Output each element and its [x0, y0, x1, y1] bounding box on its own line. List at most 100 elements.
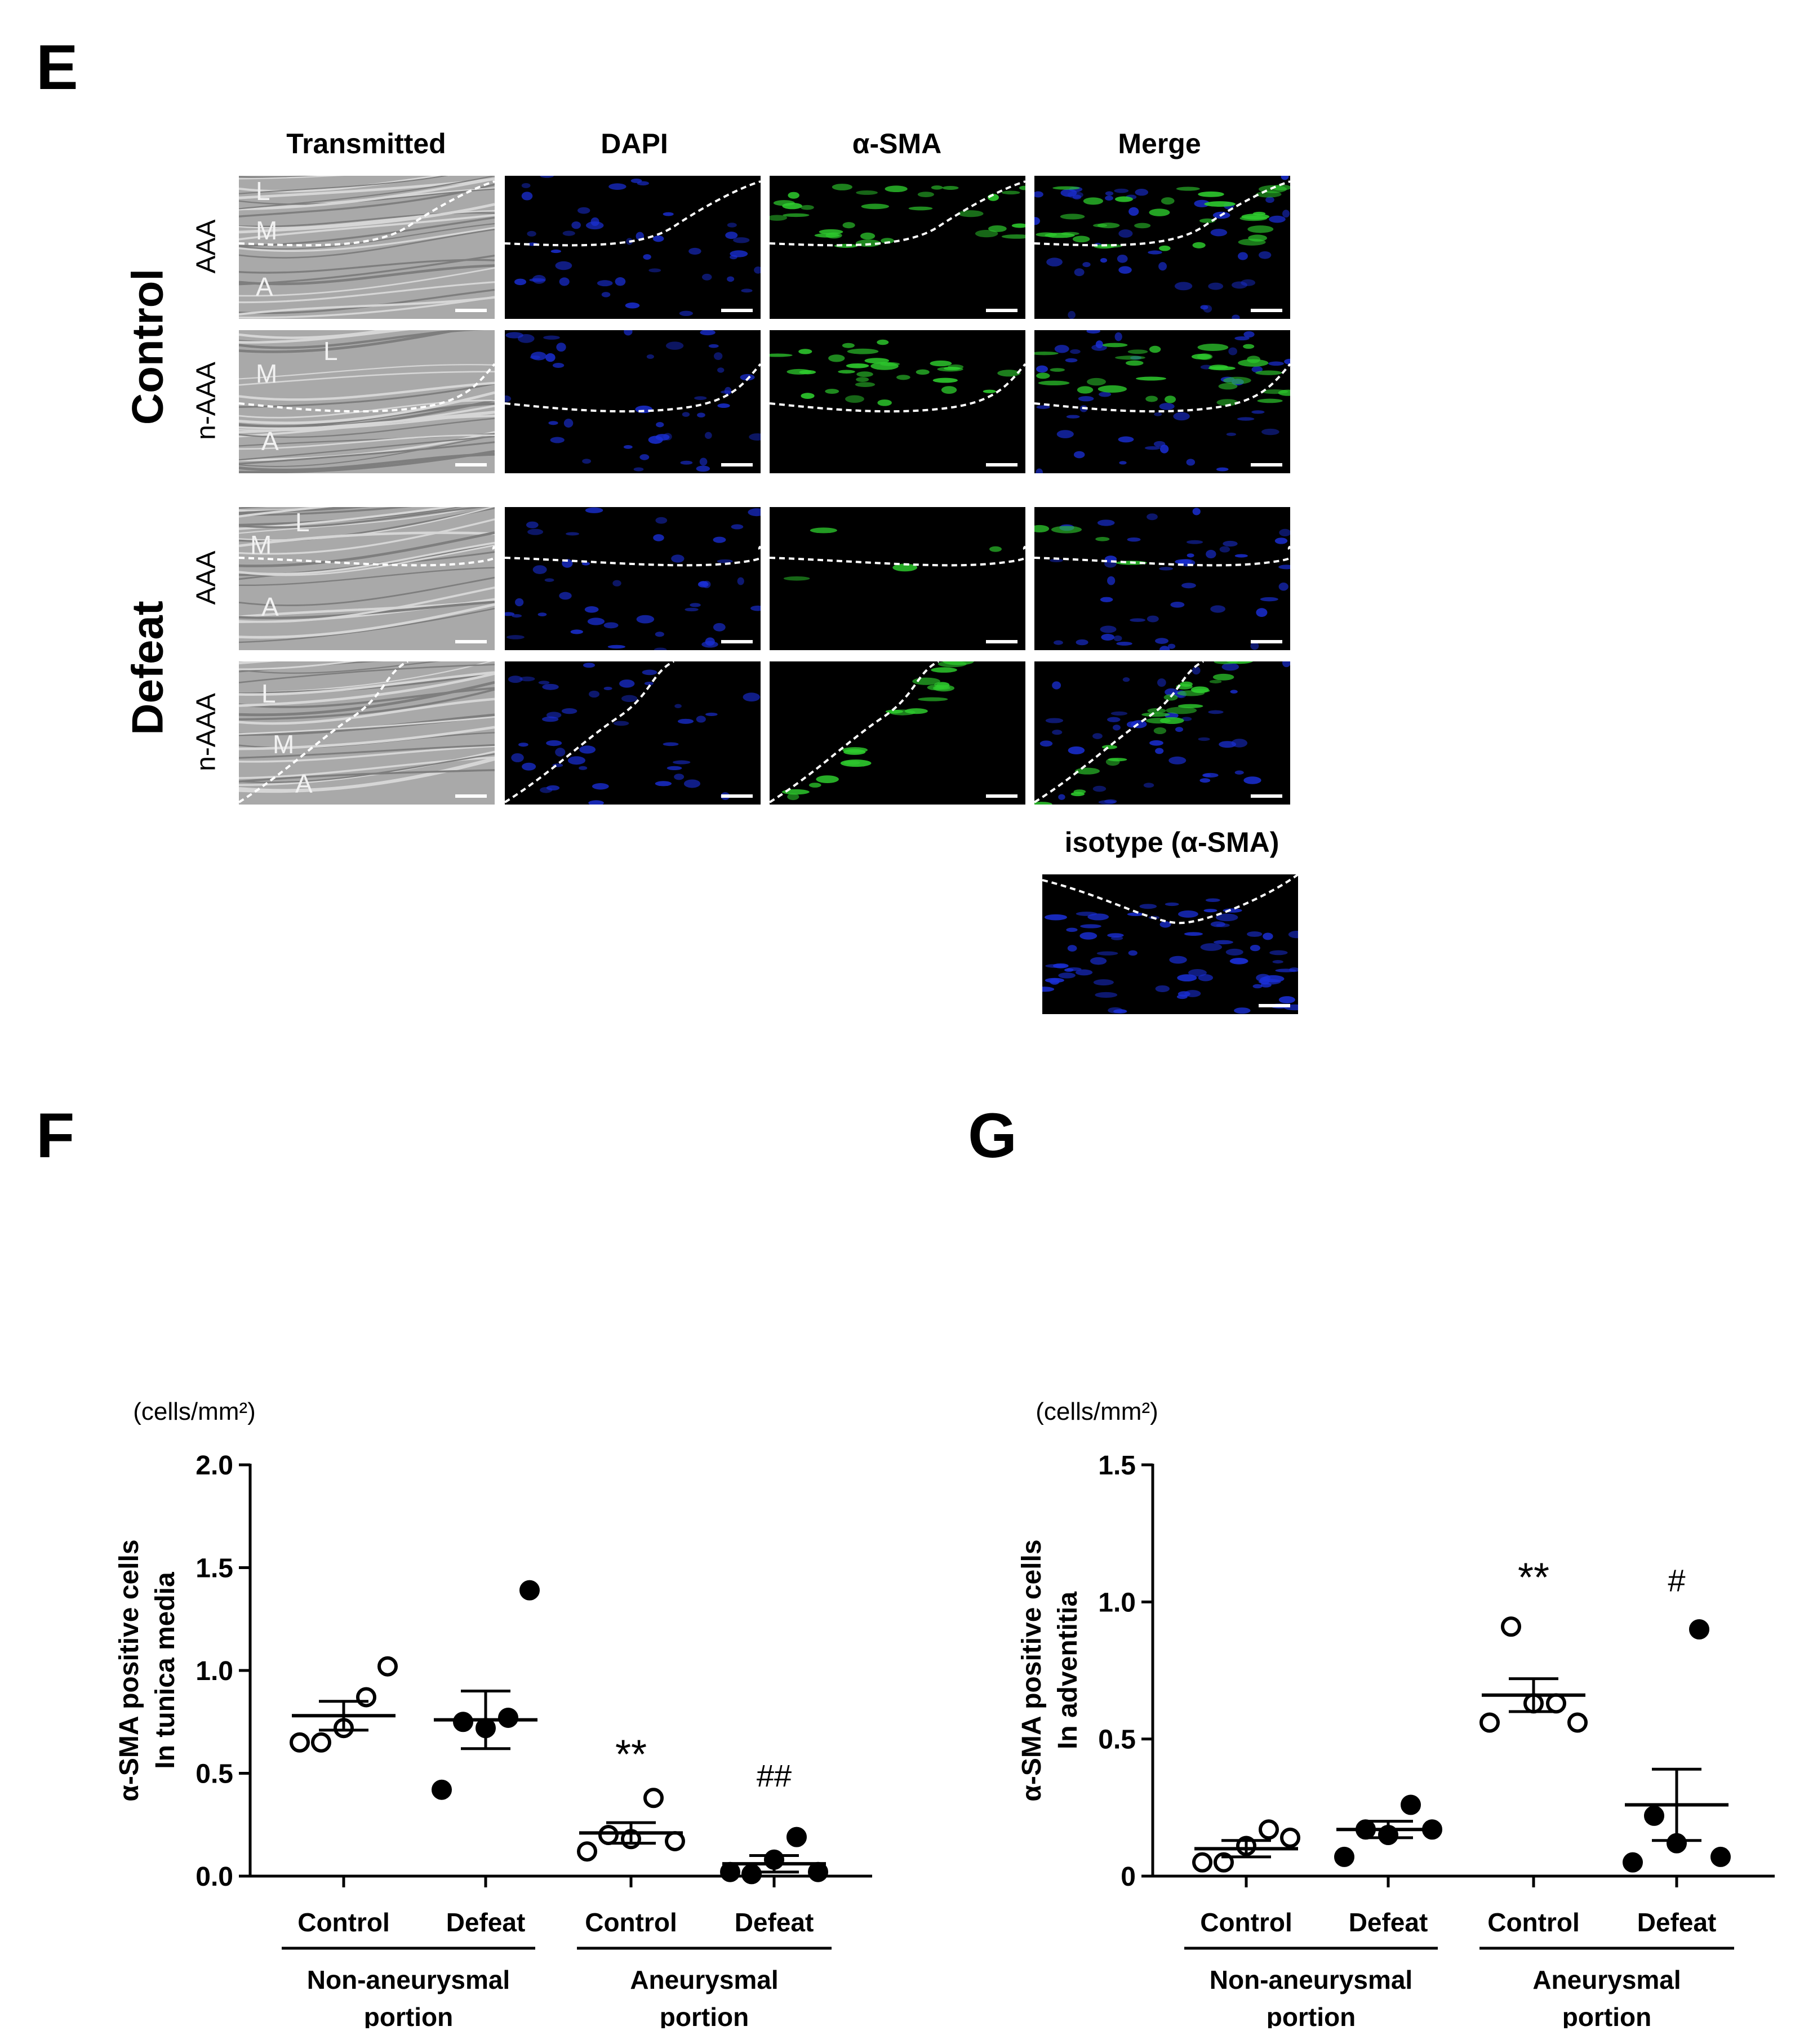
data-point — [311, 1732, 331, 1753]
layer-letter: L — [261, 679, 276, 708]
data-point — [1334, 1846, 1354, 1867]
data-point — [1192, 1852, 1212, 1873]
unit-label: (cells/mm²) — [1036, 1398, 1158, 1425]
micrograph-tile — [1034, 661, 1290, 805]
scale-bar — [986, 794, 1017, 798]
micrograph-tile — [505, 661, 761, 805]
data-point — [290, 1732, 310, 1753]
data-point — [1501, 1616, 1521, 1637]
significance-annotation: ** — [615, 1732, 647, 1777]
layer-letter: L — [323, 336, 338, 366]
y-tick-label: 1.0 — [195, 1656, 233, 1686]
isotype-micrograph — [1042, 874, 1298, 1014]
micrograph-tile — [770, 507, 1025, 650]
data-point — [1567, 1712, 1588, 1733]
row-label-defeat-naaa: n-AAA — [191, 693, 221, 771]
layer-letter: L — [256, 176, 270, 206]
layer-letter: A — [261, 592, 279, 621]
significance-annotation: ** — [1518, 1555, 1549, 1600]
y-tick-label: 1.5 — [195, 1554, 233, 1584]
data-point — [1689, 1619, 1709, 1639]
scale-bar — [1251, 794, 1282, 798]
micrograph-tile — [1034, 330, 1290, 473]
group-label: portion — [1562, 2002, 1651, 2028]
layer-letter: M — [273, 730, 295, 759]
data-point — [1479, 1712, 1500, 1733]
micrograph-tile — [1034, 507, 1290, 650]
scale-bar — [1259, 1004, 1290, 1007]
data-point — [643, 1788, 664, 1809]
x-tick-label: Defeat — [735, 1908, 814, 1937]
group-label: Aneurysmal — [630, 1965, 778, 1994]
scale-bar — [721, 463, 753, 466]
x-tick-label: Defeat — [1349, 1908, 1428, 1937]
micrograph-tile — [770, 330, 1025, 473]
row-label-control-aaa: AAA — [191, 219, 221, 274]
layer-letter: M — [250, 530, 272, 559]
y-tick-label: 0.5 — [1098, 1725, 1136, 1755]
data-point — [741, 1864, 762, 1885]
micrograph-tile — [505, 507, 761, 650]
data-point — [453, 1712, 473, 1732]
scale-bar — [986, 640, 1017, 643]
micrograph-tile — [1034, 176, 1290, 319]
layer-letter: L — [295, 508, 310, 537]
chart-g: (cells/mm²) 0 0.5 1.0 1.5 Control Defeat Contro… — [1017, 1398, 1775, 2028]
micrograph-tile — [505, 330, 761, 473]
y-tick-label: 0.0 — [195, 1862, 233, 1892]
scale-bar — [455, 309, 487, 312]
y-axis-title-line: α-SMA positive cells — [1017, 1539, 1047, 1801]
group-label: Non-aneurysmal — [1210, 1965, 1412, 1994]
data-point — [1280, 1827, 1300, 1848]
data-point — [498, 1707, 518, 1728]
scale-bar — [721, 309, 753, 312]
x-tick-label: Defeat — [1637, 1908, 1717, 1937]
scale-bar — [1251, 309, 1282, 312]
micrograph-tile — [770, 176, 1025, 319]
layer-letter: A — [256, 272, 273, 301]
layer-letter: A — [295, 769, 313, 798]
scale-bar — [1251, 640, 1282, 643]
column-header-dapi: DAPI — [601, 128, 668, 159]
scale-bar — [986, 463, 1017, 466]
y-axis-title-line: In adventitia — [1053, 1592, 1083, 1749]
y-axis-title: α-SMA positive cells In tunica media — [114, 1539, 180, 1801]
y-tick-label: 1.5 — [1098, 1451, 1136, 1481]
y-axis-title: α-SMA positive cells In adventitia — [1017, 1539, 1083, 1801]
data-point — [1644, 1805, 1664, 1826]
micrograph-tile — [505, 176, 761, 319]
scale-bar — [455, 794, 487, 798]
group-label: Non-aneurysmal — [307, 1965, 510, 1994]
panel-letter-f: F — [36, 1100, 75, 1171]
data-point — [665, 1830, 685, 1851]
group-label: Aneurysmal — [1532, 1965, 1681, 1994]
x-tick-label: Control — [585, 1908, 677, 1937]
chart-f: (cells/mm²) 0.0 0.5 1.0 1.5 2.0 Control Defeat C… — [114, 1398, 872, 2028]
layer-letter: A — [261, 426, 279, 456]
column-header-merge: Merge — [1118, 128, 1201, 159]
scale-bar — [986, 309, 1017, 312]
column-header-transmitted: Transmitted — [286, 128, 446, 159]
data-point — [1710, 1846, 1731, 1867]
x-tick-label: Control — [1487, 1908, 1580, 1937]
group-label-defeat: Defeat — [122, 601, 172, 735]
significance-annotation: ## — [757, 1758, 792, 1793]
data-point — [432, 1779, 452, 1800]
panel-letter-e: E — [36, 32, 78, 103]
data-point — [519, 1580, 540, 1601]
data-point — [720, 1861, 740, 1882]
data-point — [808, 1861, 828, 1882]
y-axis-title-line: α-SMA positive cells — [114, 1539, 144, 1801]
y-tick-label: 1.0 — [1098, 1588, 1136, 1618]
x-tick-label: Defeat — [446, 1908, 526, 1937]
group-label: portion — [660, 2002, 749, 2028]
y-axis-title-line: In tunica media — [150, 1572, 180, 1769]
micrograph-tile — [770, 661, 1025, 805]
data-point — [356, 1687, 376, 1708]
data-point — [577, 1841, 597, 1862]
layer-letter: M — [256, 216, 278, 245]
panel-letter-g: G — [968, 1100, 1017, 1171]
